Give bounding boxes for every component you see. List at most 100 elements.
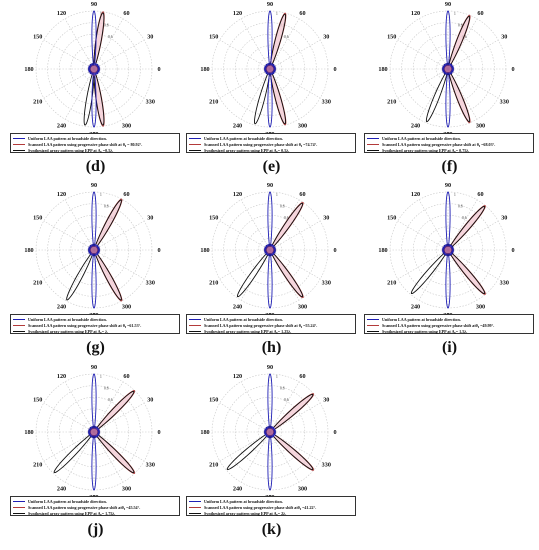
grid-spoke <box>43 431 95 462</box>
radius-tick-label: 0.8 <box>104 24 109 28</box>
radius-tick-label: 0.6 <box>284 216 289 220</box>
angle-tick-label: 270 <box>89 494 98 497</box>
angle-tick-label: 330 <box>146 99 155 106</box>
grid-spoke <box>64 18 95 70</box>
legend-label: Uniform LAA pattern at broadside directi… <box>204 316 283 322</box>
angle-tick-label: 330 <box>322 280 331 287</box>
center-clutter <box>444 246 452 254</box>
radius-tick-label: 1 <box>100 375 102 379</box>
grid-spoke <box>43 39 95 70</box>
angle-tick-label: 270 <box>89 131 98 134</box>
angle-tick-label: 300 <box>298 122 307 129</box>
polar-plot-svg: 906030033030027024021018015012010.80.6 <box>378 2 514 134</box>
radius-tick-label: 0.6 <box>284 398 289 402</box>
legend-label: Uniform LAA pattern at broadside directi… <box>382 316 461 322</box>
angle-tick-label: 240 <box>57 303 66 310</box>
angle-tick-label: 120 <box>57 10 66 17</box>
angle-tick-label: 30 <box>501 215 507 222</box>
polar-chart-g: 906030033030027024021018015012010.80.6Un… <box>8 183 183 363</box>
legend-swatch <box>367 324 379 326</box>
radius-tick-label: 0.8 <box>280 387 285 391</box>
grid-circle <box>436 57 460 81</box>
angle-tick-label: 270 <box>265 494 274 497</box>
legend-entry: Synthesized array pattern using EPP at A… <box>189 328 291 334</box>
angle-tick-label: 150 <box>209 215 218 222</box>
legend-entry: Synthesized array pattern using EPP at A… <box>367 147 469 153</box>
legend-swatch <box>13 143 25 145</box>
radius-tick-label: 0.8 <box>458 205 463 209</box>
grid-spoke <box>240 381 271 433</box>
grid-circle <box>258 420 282 444</box>
grid-spoke <box>397 39 449 70</box>
grid-spoke <box>418 18 449 70</box>
grid-circle <box>70 408 118 456</box>
legend-label: Synthesized array pattern using EPP at A… <box>28 328 109 334</box>
angle-tick-label: 120 <box>233 10 242 17</box>
panel-caption: (h) <box>261 339 282 356</box>
polar-chart-f: 906030033030027024021018015012010.80.6Un… <box>362 2 537 182</box>
angle-tick-label: 180 <box>24 429 33 436</box>
grid-spoke <box>219 39 271 70</box>
grid-spoke <box>240 431 271 483</box>
grid-circle <box>58 214 130 286</box>
legend-swatch <box>189 324 201 326</box>
grid-spoke <box>269 431 300 483</box>
angle-tick-label: 270 <box>265 312 274 315</box>
grid-spoke <box>43 68 95 99</box>
angle-tick-label: 0 <box>333 429 336 436</box>
angle-tick-label: 30 <box>147 397 153 404</box>
legend-swatch <box>189 137 201 139</box>
angle-tick-label: 210 <box>209 462 218 469</box>
radius-tick-label: 0.6 <box>284 35 289 39</box>
legend-label: Scanned LAA pattern using progressive ph… <box>28 141 143 147</box>
grid-spoke <box>269 249 321 280</box>
legend-label: Uniform LAA pattern at broadside directi… <box>28 135 107 141</box>
angle-tick-label: 90 <box>445 2 451 8</box>
grid-spoke <box>93 68 145 99</box>
chart-legend: Uniform LAA pattern at broadside directi… <box>364 133 534 153</box>
angle-tick-label: 0 <box>333 247 336 254</box>
angle-tick-label: 0 <box>157 429 160 436</box>
center-clutter <box>90 246 98 254</box>
angle-tick-label: 90 <box>267 2 273 8</box>
angle-tick-label: 240 <box>233 485 242 492</box>
center-clutter <box>90 65 98 73</box>
legend-entry: Scanned LAA pattern using progressive ph… <box>189 504 316 510</box>
legend-entry: Scanned LAA pattern using progressive ph… <box>367 141 495 147</box>
grid-circle <box>258 57 282 81</box>
polar-chart-e: 906030033030027024021018015012010.80.6Un… <box>184 2 359 182</box>
angle-tick-label: 0 <box>333 66 336 73</box>
chart-legend: Uniform LAA pattern at broadside directi… <box>186 314 356 334</box>
angle-tick-label: 180 <box>24 247 33 254</box>
legend-swatch <box>189 143 201 145</box>
chart-legend: Uniform LAA pattern at broadside directi… <box>186 496 356 516</box>
legend-swatch <box>189 149 201 151</box>
angle-tick-label: 0 <box>157 247 160 254</box>
grid-circle <box>234 214 306 286</box>
legend-label: Scanned LAA pattern using progressive ph… <box>382 322 495 328</box>
radius-tick-label: 0.8 <box>280 205 285 209</box>
angle-tick-label: 60 <box>123 373 129 380</box>
grid-circle <box>82 238 106 262</box>
grid-spoke <box>269 220 321 251</box>
angle-tick-label: 120 <box>57 373 66 380</box>
legend-label: Scanned LAA pattern using progressive ph… <box>382 141 496 147</box>
angle-tick-label: 240 <box>411 122 420 129</box>
legend-entry: Synthesized array pattern using EPP at A… <box>13 328 108 334</box>
grid-spoke <box>219 220 271 251</box>
angle-tick-label: 30 <box>323 397 329 404</box>
grid-circle <box>246 226 294 274</box>
chart-legend: Uniform LAA pattern at broadside directi… <box>10 133 180 153</box>
angle-tick-label: 210 <box>33 99 42 106</box>
grid-spoke <box>269 39 321 70</box>
legend-swatch <box>189 506 201 508</box>
legend-swatch <box>189 318 201 320</box>
angle-tick-label: 30 <box>323 34 329 41</box>
angle-tick-label: 180 <box>24 66 33 73</box>
grid-spoke <box>93 381 124 433</box>
angle-tick-label: 90 <box>445 183 451 189</box>
grid-spoke <box>219 431 271 462</box>
angle-tick-label: 60 <box>477 10 483 17</box>
angle-tick-label: 330 <box>500 99 509 106</box>
angle-tick-label: 210 <box>209 99 218 106</box>
